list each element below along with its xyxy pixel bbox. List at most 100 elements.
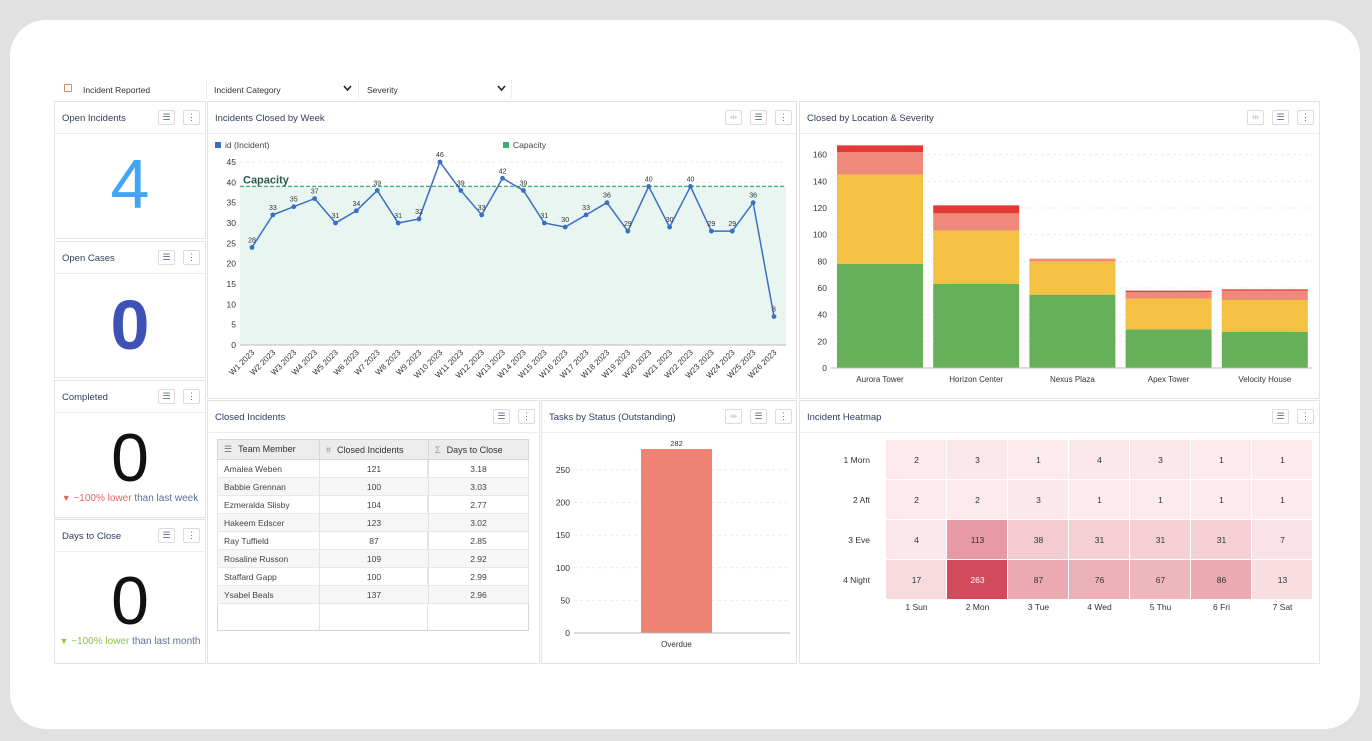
data-label: 29	[728, 221, 736, 228]
cell-value: 7	[1280, 535, 1285, 545]
filter-label: Incident Reported	[83, 85, 151, 95]
more-icon[interactable]: ⋮	[183, 250, 200, 265]
panel-incident-heatmap: Incident Heatmap ☰ ⋮ 1 Morn 2 3 1 4 3 1 1 2 Aft 2…	[799, 400, 1320, 664]
cell-team-member: Rosaline Russon	[217, 549, 320, 568]
data-label: 28	[248, 237, 256, 244]
legend-label-capacity: Capacity	[513, 140, 547, 150]
closed-incidents-table: ☰ Team Member # Closed Incidents Σ Days to …	[217, 439, 529, 604]
table-row[interactable]: Ezmeralda Slisby 104 2.77	[217, 495, 529, 514]
filter-icon[interactable]: ☰	[158, 250, 175, 265]
y-tick-label: 20	[227, 259, 237, 269]
cell-closed-incidents: 87	[319, 531, 429, 550]
y-tick-label: 250	[556, 465, 570, 475]
more-icon[interactable]: ⋮	[183, 528, 200, 543]
cell-value: 1	[1219, 455, 1224, 465]
y-tick-label: 160	[813, 150, 827, 160]
data-point	[437, 159, 443, 165]
filter-severity[interactable]: Severity	[358, 80, 512, 98]
data-label: 30	[561, 217, 569, 224]
table-row[interactable]: Rosaline Russon 109 2.92	[217, 549, 529, 568]
data-point	[416, 216, 422, 222]
panel-title: Closed Incidents	[215, 412, 286, 423]
data-point	[729, 228, 735, 234]
filter-icon[interactable]: ☰	[750, 409, 767, 424]
table-row[interactable]: Babbie Grennan 100 3.03	[217, 477, 529, 496]
calendar-icon	[64, 84, 72, 92]
cell-closed-incidents: 104	[319, 495, 429, 514]
column-label: 1 Sun	[905, 602, 927, 612]
data-point	[270, 212, 276, 218]
data-point	[541, 220, 547, 226]
trend-down-icon: ▼	[59, 636, 69, 646]
heatmap-cell	[1130, 520, 1190, 559]
data-label: 30	[666, 217, 674, 224]
bar-segment	[933, 284, 1020, 368]
more-icon[interactable]: ⋮	[1297, 110, 1314, 125]
column-header-team-member[interactable]: ☰ Team Member	[217, 439, 320, 460]
expand-icon[interactable]: ⇹	[725, 409, 742, 424]
filter-icon[interactable]: ☰	[158, 110, 175, 125]
bar-segment	[1125, 298, 1212, 330]
table-row[interactable]: Ysabel Beals 137 2.96	[217, 585, 529, 604]
data-point	[688, 184, 693, 189]
cell-value: 263	[970, 575, 984, 585]
more-icon[interactable]: ⋮	[183, 389, 200, 404]
filter-incident-reported[interactable]: Incident Reported	[57, 80, 205, 98]
cell-days-to-close: 2.92	[428, 549, 529, 568]
data-label: 31	[332, 213, 340, 220]
expand-icon[interactable]: ⇹	[725, 110, 742, 125]
cell-days-to-close: 3.02	[428, 513, 529, 532]
bar-overdue	[641, 449, 712, 633]
heatmap-cell	[1191, 480, 1251, 519]
y-tick-label: 100	[813, 230, 827, 240]
cell-value: 2	[975, 495, 980, 505]
expand-icon[interactable]: ⇹	[1247, 110, 1264, 125]
more-icon[interactable]: ⋮	[775, 110, 792, 125]
table-row[interactable]: Staffard Gapp 100 2.99	[217, 567, 529, 586]
bar-segment	[1029, 261, 1116, 295]
more-icon[interactable]: ⋮	[1297, 409, 1314, 424]
data-label: 39	[457, 180, 465, 187]
legend-swatch-capacity	[503, 142, 509, 148]
cell-team-member: Hakeem Edscer	[217, 513, 320, 532]
bar-segment	[933, 230, 1020, 284]
filter-icon[interactable]: ☰	[158, 528, 175, 543]
filter-icon[interactable]: ☰	[493, 409, 510, 424]
data-label: 29	[707, 221, 715, 228]
column-label: 5 Thu	[1150, 602, 1172, 612]
table-row[interactable]: Ray Tuffield 87 2.85	[217, 531, 529, 550]
cell-team-member: Ray Tuffield	[217, 531, 320, 550]
panel-tasks-by-status: Tasks by Status (Outstanding) ⇹ ☰ ⋮ 0 50 1…	[541, 400, 797, 664]
filter-incident-category[interactable]: Incident Category	[206, 80, 357, 98]
y-tick-label: 5	[231, 320, 236, 330]
heatmap-cell	[947, 560, 1007, 599]
column-header-closed-incidents[interactable]: # Closed Incidents	[319, 439, 429, 460]
table-row[interactable]: Amalea Weben 121 3.18	[217, 459, 529, 478]
y-tick-label: 45	[227, 157, 237, 167]
filter-icon[interactable]: ☰	[158, 389, 175, 404]
more-icon[interactable]: ⋮	[183, 110, 200, 125]
data-point	[395, 220, 401, 226]
column-header-days-to-close[interactable]: Σ Days to Close	[428, 439, 529, 460]
heatmap-cell	[886, 560, 946, 599]
y-tick-label: 80	[818, 256, 828, 266]
data-point	[291, 204, 297, 210]
cell-team-member: Amalea Weben	[217, 459, 320, 478]
filter-icon[interactable]: ☰	[1272, 409, 1289, 424]
more-icon[interactable]: ⋮	[775, 409, 792, 424]
y-tick-label: 60	[818, 283, 828, 293]
x-tick-label: Nexus Plaza	[1050, 375, 1095, 384]
legend-label-incident: id (Incident)	[225, 140, 270, 150]
cell-days-to-close: 2.77	[428, 495, 529, 514]
more-icon[interactable]: ⋮	[518, 409, 535, 424]
y-tick-label: 25	[227, 238, 237, 248]
heatmap-cell	[1191, 560, 1251, 599]
data-point	[583, 212, 589, 218]
cell-value: 1	[1219, 495, 1224, 505]
filter-icon[interactable]: ☰	[1272, 110, 1289, 125]
table-row[interactable]: Hakeem Edscer 123 3.02	[217, 513, 529, 532]
filter-icon[interactable]: ☰	[750, 110, 767, 125]
cell-value: 31	[1217, 535, 1227, 545]
cell-value: 2	[914, 455, 919, 465]
x-tick-label: Aurora Tower	[856, 375, 904, 384]
